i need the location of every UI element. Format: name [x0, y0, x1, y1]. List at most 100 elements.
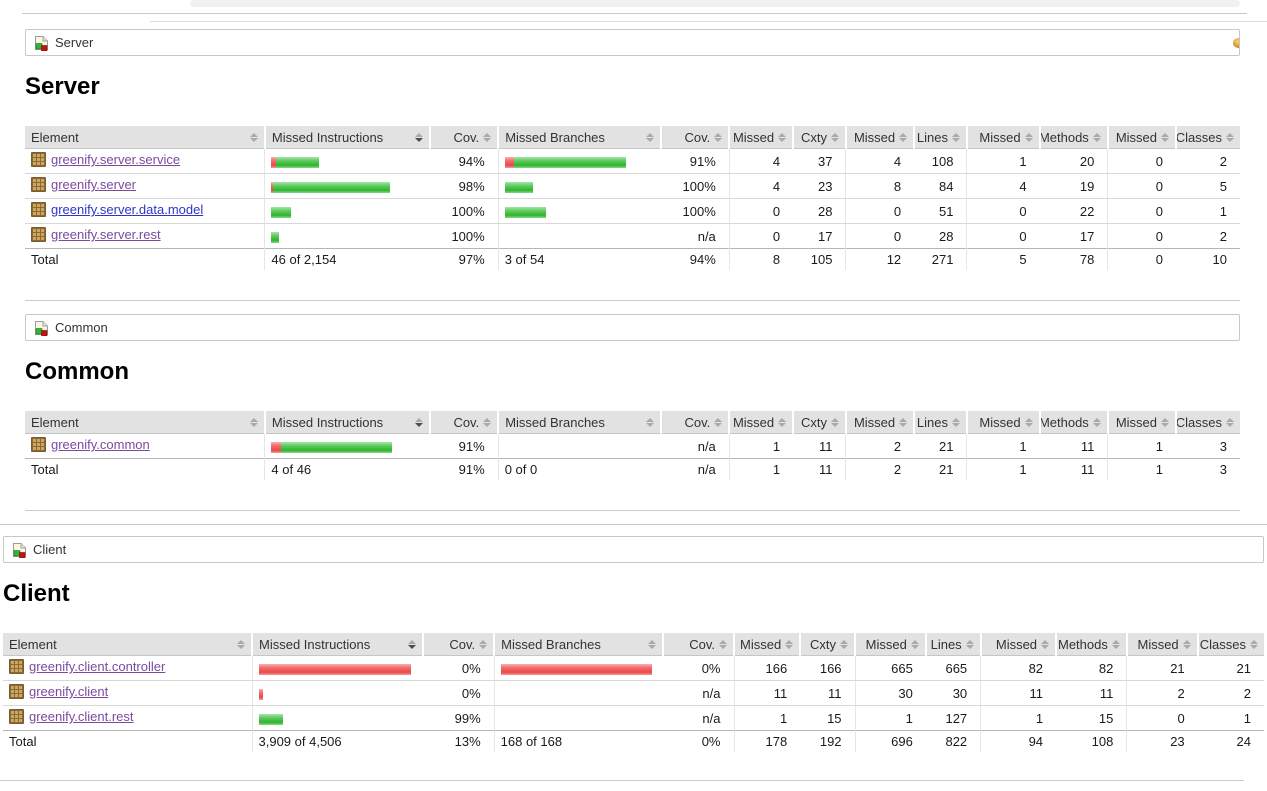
package-link[interactable]: greenify.common [31, 437, 150, 452]
sort-icon [483, 417, 492, 427]
package-link[interactable]: greenify.client [9, 684, 108, 699]
value-cell: 91% [458, 438, 485, 454]
column-header-missed_classes[interactable]: Missed [1125, 633, 1198, 656]
package-icon [31, 177, 46, 192]
sort-icon [249, 417, 258, 427]
column-header-branch_cov[interactable]: Cov. [660, 411, 730, 434]
column-label: Missed Branches [501, 636, 601, 652]
total-branches: 0 of 0 [497, 458, 662, 480]
column-header-element[interactable]: Element [3, 633, 252, 656]
page-title: Server [25, 73, 100, 100]
column-header-missed_classes[interactable]: Missed [1106, 411, 1177, 434]
value-cell: 1 [854, 705, 926, 731]
column-header-missed_methods[interactable]: Missed [965, 126, 1040, 149]
column-header-branch_cov[interactable]: Cov. [662, 633, 734, 656]
element-cell: greenify.client [3, 680, 252, 706]
value-cell: 22 [1039, 198, 1108, 224]
column-header-methods[interactable]: Methods [1038, 411, 1108, 434]
total-branch-cov: 94% [661, 248, 730, 270]
package-link[interactable]: greenify.server.data.model [31, 202, 203, 217]
column-header-lines[interactable]: Lines [924, 633, 981, 656]
column-header-missed_cxty[interactable]: Missed [732, 633, 801, 656]
column-label: Cov. [453, 414, 480, 430]
package-link[interactable]: greenify.server.rest [31, 227, 161, 242]
column-header-classes[interactable]: Classes [1175, 126, 1240, 149]
value-cell: 91% [661, 148, 730, 174]
column-header-lines[interactable]: Lines [913, 126, 967, 149]
column-header-lines[interactable]: Lines [913, 411, 967, 434]
package-name: greenify.client.rest [29, 709, 134, 724]
column-header-instr_cov[interactable]: Cov. [428, 411, 499, 434]
sort-icon [646, 132, 655, 142]
column-header-instr_cov[interactable]: Cov. [428, 126, 499, 149]
column-header-missed_cxty[interactable]: Missed [728, 126, 794, 149]
column-header-missed_methods[interactable]: Missed [965, 411, 1040, 434]
package-icon [31, 437, 46, 452]
column-header-missed_lines[interactable]: Missed [844, 411, 915, 434]
table-row: greenify.server.data.model 100% 100% 0 28 0 51… [25, 198, 1240, 224]
column-header-branch_cov[interactable]: Cov. [660, 126, 730, 149]
column-label: Element [31, 129, 79, 145]
column-header-branch_bar[interactable]: Missed Branches [497, 126, 662, 149]
column-header-methods[interactable]: Methods [1038, 126, 1108, 149]
column-header-branch_bar[interactable]: Missed Branches [493, 633, 664, 656]
report-sections: Server Server Element Missed Instructions… [0, 29, 1267, 781]
value-cell: 99% [454, 710, 481, 726]
column-label: Missed [1115, 414, 1158, 430]
column-header-methods[interactable]: Methods [1055, 633, 1127, 656]
total-instr-cov: 91% [429, 458, 499, 480]
column-header-instr_cov[interactable]: Cov. [422, 633, 495, 656]
sort-icon [414, 417, 423, 427]
value-cell: 11 [800, 680, 856, 706]
value-cell: 28 [793, 198, 846, 224]
column-header-missed_classes[interactable]: Missed [1106, 126, 1177, 149]
value-cell: 84 [914, 173, 967, 199]
coverage-table: Element Missed Instructions Cov. Missed Bra… [3, 633, 1264, 752]
column-header-missed_lines[interactable]: Missed [854, 633, 926, 656]
bar-cell [493, 705, 664, 731]
value-cell: 98% [429, 173, 499, 199]
column-header-cxty[interactable]: Cxty [799, 633, 856, 656]
sort-icon [951, 417, 960, 427]
column-header-instr_bar[interactable]: Missed Instructions [250, 633, 424, 656]
column-header-branch_bar[interactable]: Missed Branches [497, 411, 662, 434]
column-header-classes[interactable]: Classes [1175, 411, 1240, 434]
value-cell: 8 [845, 173, 915, 199]
value-cell: 1 [1107, 433, 1177, 459]
covered-bar-segment [271, 231, 280, 243]
column-label: Methods [1039, 129, 1089, 145]
package-link[interactable]: greenify.server.service [31, 152, 180, 167]
column-header-cxty[interactable]: Cxty [792, 411, 846, 434]
total-branches: 3 of 54 [497, 248, 662, 270]
column-header-element[interactable]: Element [25, 411, 265, 434]
value-cell: 2 [1219, 228, 1227, 244]
package-link[interactable]: greenify.client.rest [9, 709, 134, 724]
column-header-instr_bar[interactable]: Missed Instructions [263, 126, 430, 149]
package-link[interactable]: greenify.client.controller [9, 659, 165, 674]
column-label: Methods [1039, 414, 1089, 430]
total-value-cell: 0 [1107, 248, 1177, 270]
value-cell: 2 [845, 433, 915, 459]
package-icon [9, 659, 24, 674]
table-row: greenify.server 98% 100% 4 23 8 84 4 19 0 5 [25, 173, 1240, 199]
column-header-missed_cxty[interactable]: Missed [728, 411, 794, 434]
column-label: Missed [865, 636, 907, 652]
coverage-bar [258, 663, 411, 675]
package-link[interactable]: greenify.server [31, 177, 136, 192]
column-header-instr_bar[interactable]: Missed Instructions [263, 411, 430, 434]
column-label: Missed [732, 414, 775, 430]
column-header-element[interactable]: Element [25, 126, 265, 149]
column-header-missed_lines[interactable]: Missed [844, 126, 915, 149]
section-footer-line [0, 780, 1244, 781]
table-header-row: Element Missed Instructions Cov. Missed Bra… [3, 633, 1264, 656]
total-branches: 168 of 168 [493, 730, 664, 752]
session-icon[interactable] [1233, 38, 1239, 48]
breadcrumb-label: Common [55, 320, 108, 335]
column-header-classes[interactable]: Classes [1196, 633, 1264, 656]
table-total-row: Total 3,909 of 4,506 13% 168 of 168 0% 178 192… [3, 730, 1264, 752]
table-row: greenify.common 91% n/a 1 11 2 21 1 11 1 3 [25, 433, 1240, 459]
total-value-cell: 5 [966, 248, 1040, 270]
column-header-missed_methods[interactable]: Missed [979, 633, 1057, 656]
column-header-cxty[interactable]: Cxty [792, 126, 846, 149]
value-cell: 2 [1197, 680, 1264, 706]
